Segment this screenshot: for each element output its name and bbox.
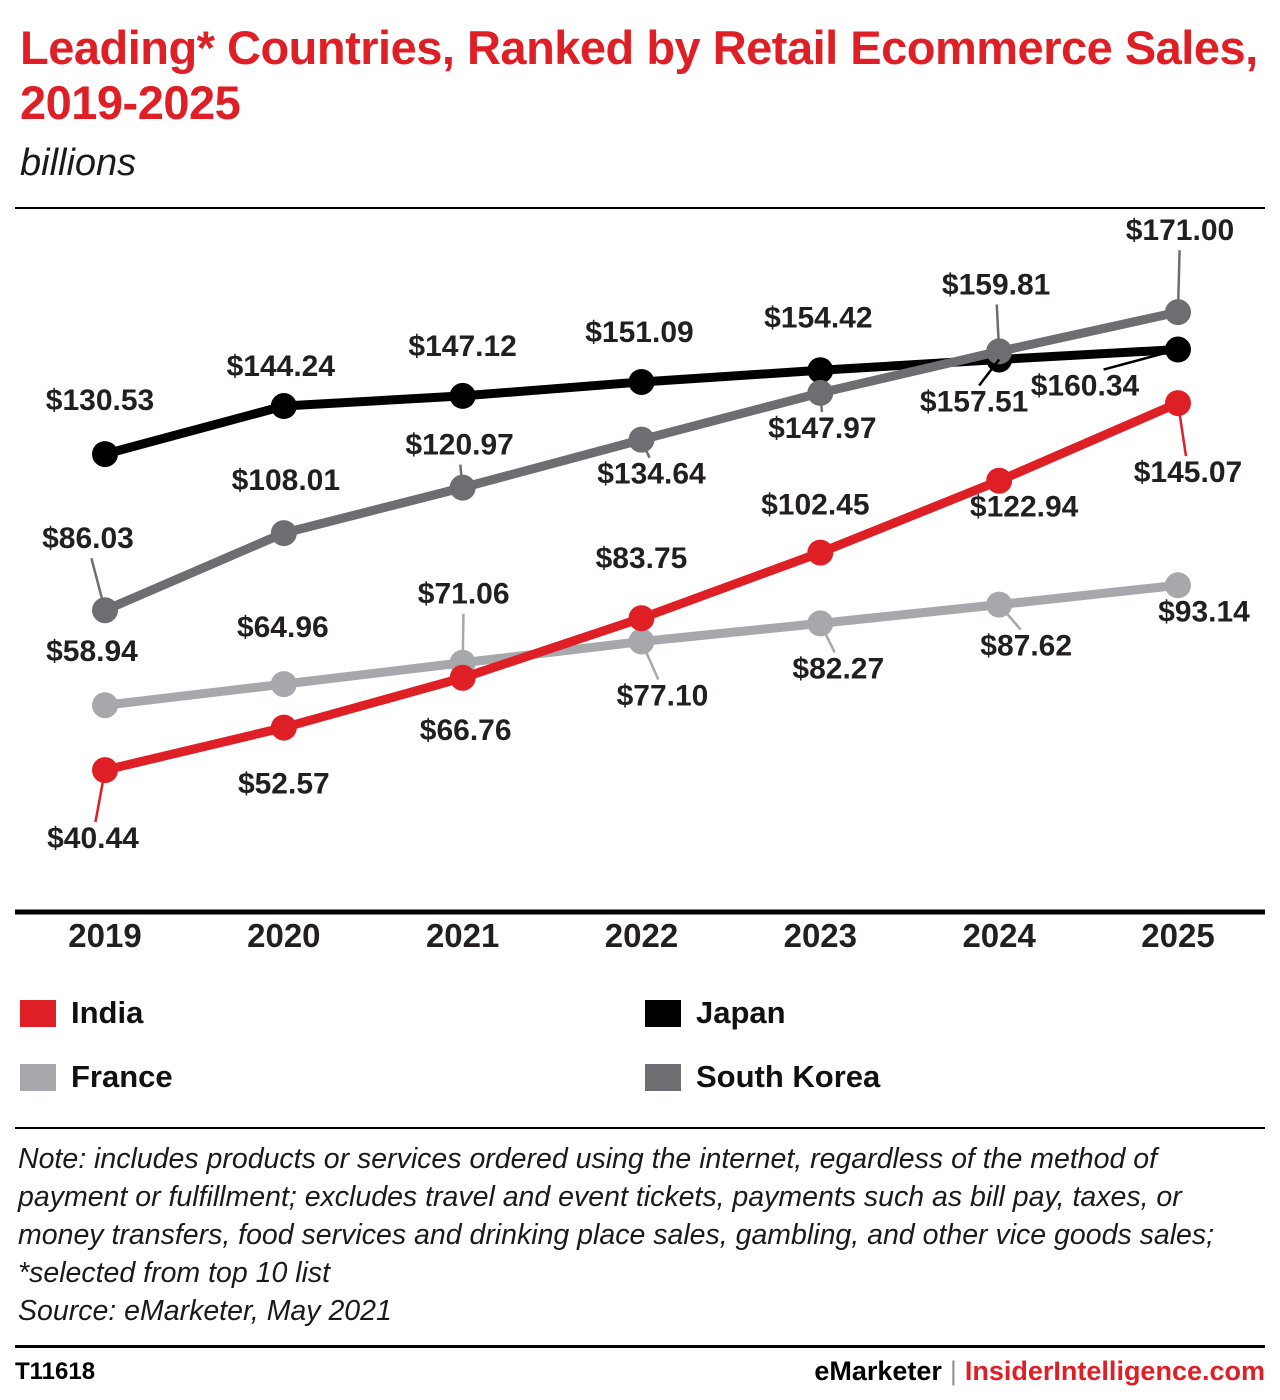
point-india-2024: [986, 467, 1013, 494]
note-divider: [15, 1127, 1265, 1129]
chart-title: Leading* Countries, Ranked by Retail Eco…: [20, 21, 1258, 129]
label-south-korea-2024: $159.81: [942, 268, 1050, 301]
x-tick-2023: 2023: [784, 917, 857, 954]
point-japan-2023: [807, 357, 834, 384]
label-south-korea-2023: $147.97: [768, 412, 876, 445]
point-france-2025: [1164, 572, 1191, 599]
leader-japan-2024: [978, 358, 1001, 387]
leader-south-korea-2021: [459, 464, 464, 488]
legend-label-japan: Japan: [696, 995, 786, 1030]
chart-subtitle: billions: [20, 142, 137, 184]
point-india-2022: [628, 605, 655, 632]
chart-note: Note: includes products or services orde…: [18, 1143, 1215, 1289]
leader-south-korea-2019: [90, 557, 107, 611]
label-south-korea-2020: $108.01: [232, 464, 340, 497]
legend-swatch-south-korea: [645, 1063, 681, 1091]
label-japan-2025: $160.34: [1031, 370, 1140, 403]
label-india-2022: $83.75: [596, 542, 688, 575]
label-india-2020: $52.57: [238, 768, 330, 801]
legend-item-south-korea: South Korea: [645, 1059, 1260, 1095]
label-france-2023: $82.27: [792, 652, 884, 685]
chart-id: T11618: [15, 1357, 96, 1385]
point-japan-2020: [270, 393, 297, 420]
label-france-2019: $58.94: [46, 635, 138, 668]
legend-item-india: India: [20, 995, 645, 1031]
point-india-2020: [270, 714, 297, 741]
label-india-2023: $102.45: [761, 489, 869, 522]
legend-swatch-india: [20, 999, 56, 1027]
point-france-2020: [270, 671, 297, 698]
leader-france-2023: [819, 622, 836, 653]
point-south-korea-2024: [986, 338, 1013, 365]
brand-separator: |: [949, 1356, 957, 1386]
footer-divider: [15, 1345, 1265, 1348]
label-india-2025: $145.07: [1134, 456, 1242, 489]
leader-india-2025: [1176, 402, 1188, 457]
label-france-2022: $77.10: [617, 680, 709, 713]
x-tick-2024: 2024: [962, 917, 1036, 954]
label-france-2024: $87.62: [980, 630, 1072, 663]
chart-header: Leading* Countries, Ranked by Retail Eco…: [20, 20, 1260, 185]
leader-south-korea-2024: [995, 304, 1001, 352]
label-india-2024: $122.94: [970, 491, 1079, 524]
leader-japan-2025: [1103, 348, 1179, 371]
legend: India Japan France South Korea: [20, 995, 1260, 1095]
leader-india-2019: [94, 769, 107, 823]
x-tick-2025: 2025: [1141, 917, 1214, 954]
x-tick-2020: 2020: [247, 917, 320, 954]
leader-south-korea-2025: [1176, 250, 1181, 313]
label-japan-2020: $144.24: [227, 350, 336, 383]
x-tick-2019: 2019: [68, 917, 141, 954]
point-japan-2021: [449, 382, 476, 409]
note-block: Note: includes products or services orde…: [18, 1140, 1264, 1330]
legend-label-india: India: [71, 995, 144, 1030]
point-india-2023: [807, 539, 834, 566]
chart-source: Source: eMarketer, May 2021: [18, 1295, 392, 1327]
line-chart: 2019 2020 2021 2022 2023 2024 2025 $58.94 $64.96…: [15, 214, 1265, 954]
leader-south-korea-2023: [819, 392, 824, 413]
label-france-2021: $71.06: [418, 578, 510, 611]
label-india-2019: $40.44: [47, 822, 139, 855]
point-france-2019: [92, 692, 118, 719]
label-japan-2021: $147.12: [408, 330, 516, 363]
label-france-2025: $93.14: [1158, 595, 1250, 628]
label-japan-2023: $154.42: [764, 301, 872, 334]
label-south-korea-2019: $86.03: [42, 522, 134, 555]
leader-south-korea-2022: [640, 439, 651, 459]
label-south-korea-2025: $171.00: [1126, 214, 1234, 247]
chart-footer: T11618 eMarketer | InsiderIntelligence.com: [15, 1356, 1265, 1387]
x-tick-2021: 2021: [426, 917, 499, 954]
label-japan-2024: $157.51: [920, 385, 1028, 418]
point-south-korea-2020: [270, 520, 297, 547]
point-south-korea-2022: [628, 426, 655, 453]
point-india-2021: [449, 664, 476, 691]
label-japan-2022: $151.09: [585, 316, 693, 349]
label-japan-2019: $130.53: [46, 384, 154, 417]
point-south-korea-2019: [92, 597, 118, 624]
x-tick-2022: 2022: [605, 917, 678, 954]
brand-site-link[interactable]: InsiderIntelligence.com: [964, 1356, 1265, 1386]
legend-item-japan: Japan: [645, 995, 1260, 1031]
label-india-2021: $66.76: [420, 714, 512, 747]
brand-lockup: eMarketer | InsiderIntelligence.com: [814, 1356, 1265, 1387]
leader-france-2022: [640, 641, 660, 681]
point-japan-2022: [628, 368, 655, 395]
label-south-korea-2021: $120.97: [405, 429, 513, 462]
legend-label-south-korea: South Korea: [696, 1059, 881, 1094]
label-south-korea-2022: $134.64: [597, 458, 706, 491]
legend-swatch-japan: [645, 999, 681, 1027]
point-india-2025: [1164, 390, 1191, 417]
legend-item-france: France: [20, 1059, 645, 1095]
leader-france-2021: [461, 613, 465, 663]
label-france-2020: $64.96: [237, 611, 329, 644]
title-divider: [15, 207, 1265, 209]
point-japan-2019: [92, 441, 118, 468]
leader-france-2024: [998, 603, 1022, 631]
legend-label-france: France: [71, 1059, 173, 1094]
brand-emarketer: eMarketer: [814, 1356, 942, 1386]
legend-swatch-france: [20, 1063, 56, 1091]
